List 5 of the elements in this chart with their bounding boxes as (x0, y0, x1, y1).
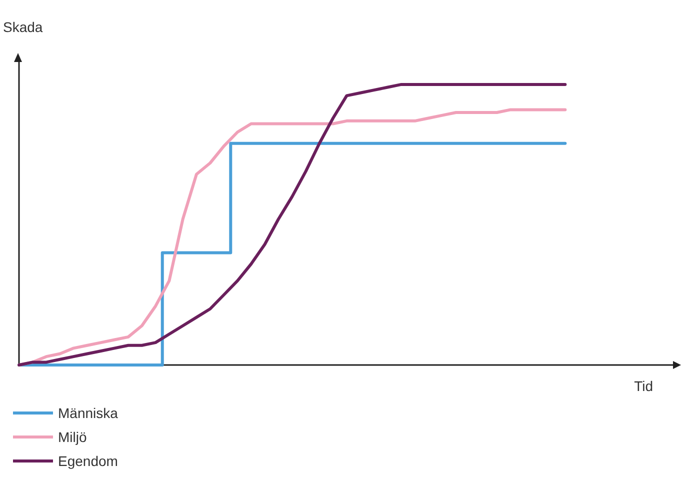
legend-label: Egendom (58, 453, 118, 469)
x-axis-title: Tid (634, 378, 653, 394)
legend-label: Miljö (58, 429, 87, 445)
y-axis-title: Skada (3, 19, 43, 35)
legend-label: Människa (58, 405, 118, 421)
